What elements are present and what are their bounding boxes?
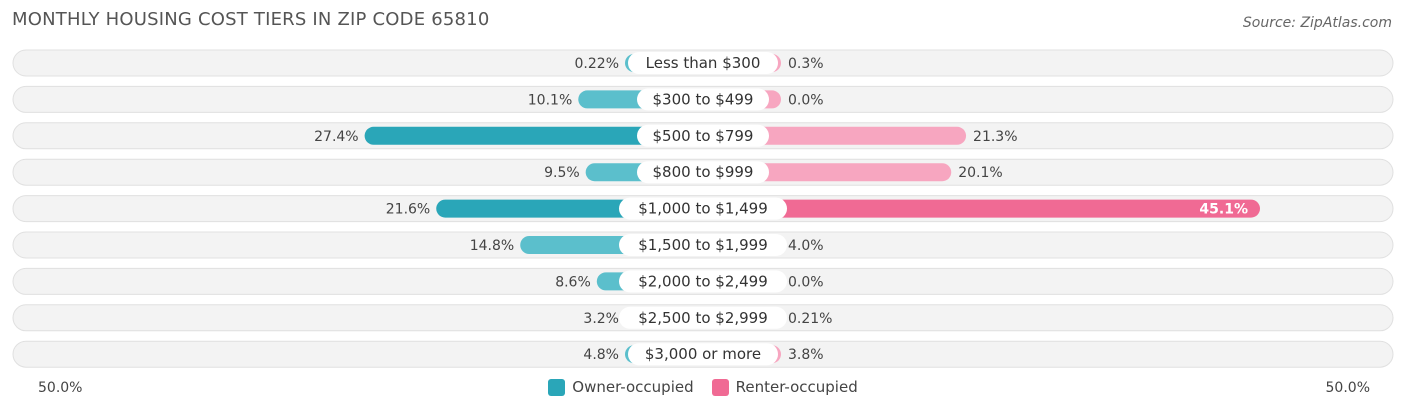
bar-renter[interactable] — [703, 126, 967, 145]
category-label: $300 to $499 — [653, 90, 754, 108]
value-label-owner: 4.8% — [583, 347, 619, 363]
value-label-renter: 0.0% — [788, 92, 824, 108]
category-pill — [619, 270, 787, 293]
value-label-owner: 21.6% — [386, 202, 430, 218]
value-label-owner: 3.2% — [583, 311, 619, 327]
category-pill — [637, 161, 769, 184]
axis-right-label: 50.0% — [1325, 380, 1370, 396]
value-label-owner: 9.5% — [544, 165, 580, 181]
axis-left-label: 50.0% — [38, 380, 83, 396]
value-label-renter: 0.0% — [788, 274, 824, 290]
category-label: $1,000 to $1,499 — [638, 200, 768, 218]
category-label: $2,000 to $2,499 — [638, 272, 768, 290]
category-pill — [619, 234, 787, 256]
category-pill — [637, 88, 769, 111]
category-pill — [637, 124, 769, 147]
category-label: $3,000 or more — [645, 345, 761, 363]
source-label: Source: ZipAtlas.com — [1242, 15, 1392, 31]
value-label-owner: 10.1% — [528, 92, 572, 108]
bar-owner[interactable] — [364, 126, 703, 145]
category-pill — [619, 306, 787, 329]
legend-label-owner: Owner-occupied — [572, 378, 694, 396]
category-label: $800 to $999 — [653, 163, 754, 181]
legend-label-renter: Renter-occupied — [735, 378, 858, 396]
value-label-renter: 4.0% — [788, 238, 824, 254]
category-label: $2,500 to $2,999 — [638, 309, 768, 327]
category-pill — [619, 197, 787, 220]
value-label-renter: 3.8% — [788, 347, 824, 363]
value-label-renter: 45.1% — [1199, 202, 1248, 218]
bar-renter[interactable] — [703, 199, 1260, 218]
category-pill — [628, 343, 778, 366]
legend-swatch-owner — [548, 378, 566, 396]
legend-item-renter[interactable]: Renter-occupied — [711, 378, 858, 396]
category-pill — [628, 52, 778, 74]
category-label: $500 to $799 — [653, 127, 754, 145]
value-label-owner: 14.8% — [470, 238, 514, 254]
value-label-owner: 8.6% — [555, 274, 591, 290]
legend: Owner-occupied Renter-occupied — [0, 378, 1406, 396]
value-label-owner: 27.4% — [314, 129, 358, 145]
category-label: Less than $300 — [646, 54, 761, 72]
chart-title: MONTHLY HOUSING COST TIERS IN ZIP CODE 6… — [12, 9, 490, 30]
value-label-owner: 0.22% — [575, 56, 619, 72]
chart-area: 0.22% 0.3% Less than $300 10.1% 0.0% $300 to … — [12, 49, 1394, 368]
value-label-renter: 20.1% — [958, 165, 1002, 181]
value-label-renter: 0.3% — [788, 56, 824, 72]
value-label-renter: 0.21% — [788, 311, 832, 327]
legend-swatch-renter — [711, 378, 729, 396]
value-label-renter: 21.3% — [973, 129, 1017, 145]
legend-item-owner[interactable]: Owner-occupied — [548, 378, 694, 396]
category-label: $1,500 to $1,999 — [638, 236, 768, 254]
